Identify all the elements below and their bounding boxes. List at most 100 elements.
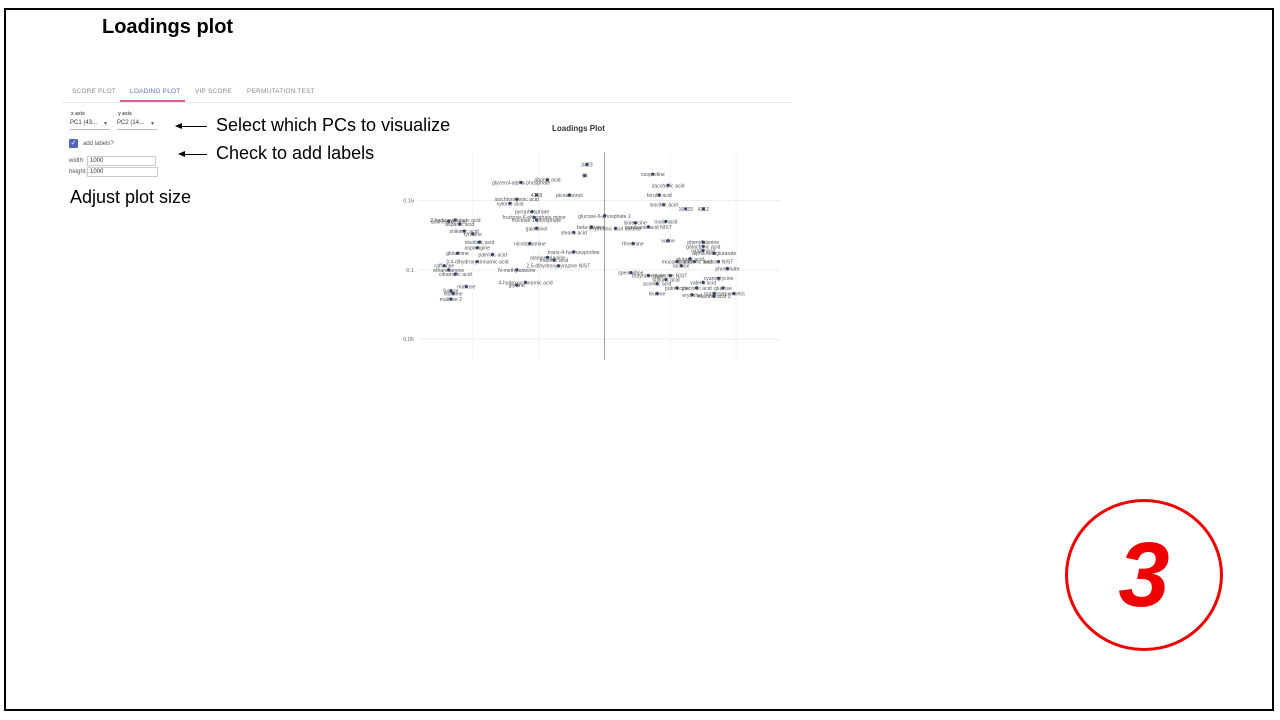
data-point — [471, 232, 475, 236]
point-label: putrescine — [665, 286, 689, 292]
point-label: glutamine — [446, 251, 469, 257]
data-point — [716, 276, 721, 280]
point-label: 4-hydroxycinnamic acid — [498, 280, 552, 286]
point-label: piceatannol — [556, 193, 583, 199]
data-point — [655, 282, 659, 286]
data-point — [664, 277, 668, 282]
data-point — [695, 286, 699, 290]
tab-vip-score[interactable]: VIP SCORE — [195, 88, 233, 95]
tab-permutation-test[interactable]: PERMUTATION TEST — [247, 88, 315, 95]
point-label: quercetin — [723, 291, 744, 297]
height-label: height: — [69, 169, 88, 175]
data-point — [631, 241, 635, 246]
annotation-select-pcs: Select which PCs to visualize — [216, 115, 451, 135]
slide-frame — [4, 8, 1274, 711]
point-label: muconic acid — [662, 260, 692, 266]
x-axis-select[interactable]: PC1 (43... ▼ — [70, 120, 110, 130]
data-point — [519, 180, 523, 185]
point-label: cyanoglycine — [704, 276, 734, 282]
point-label: oxalic acid — [691, 248, 715, 254]
data-point — [646, 273, 650, 278]
point-label: glycerate NIST — [653, 273, 688, 279]
data-point — [712, 291, 716, 296]
step-number: 3 — [1118, 524, 1170, 626]
point-label: glucose — [714, 286, 732, 292]
point-label: maltose 2 — [440, 297, 463, 303]
step-badge: 3 — [1065, 499, 1223, 651]
point-label: butyraldehyde — [632, 273, 665, 279]
x-axis-label: x axis — [71, 111, 85, 117]
point-label: spermidine — [618, 271, 643, 277]
width-input[interactable]: 1000 — [87, 156, 156, 166]
data-point — [449, 289, 453, 293]
point-label: shikimic acid — [449, 229, 479, 235]
data-point — [477, 240, 482, 244]
point-label: aconitic acid — [643, 282, 672, 288]
point-label: pyrophosphate — [515, 210, 549, 216]
point-label: isoleucine — [624, 221, 647, 227]
point-label: 3,4-dihydroxycinnamic acid — [446, 260, 509, 266]
data-point — [732, 291, 736, 296]
point-label: phosphate — [715, 266, 739, 272]
data-point — [721, 286, 725, 290]
point-label: gluconic acid — [682, 286, 712, 292]
point-label: phenylalanine — [687, 240, 719, 246]
width-label: width: — [69, 158, 85, 164]
data-point — [475, 246, 479, 250]
point-label: 2-hydroxyglutaric acid — [430, 218, 481, 224]
tab-score-plot[interactable]: SCORE PLOT — [72, 88, 116, 95]
data-point — [464, 284, 468, 289]
point-label: isothreonic acid — [431, 219, 467, 225]
data-point — [572, 230, 576, 235]
annotation-check-labels: Check to add labels — [216, 143, 375, 163]
data-point — [712, 294, 716, 298]
point-label: raffinose — [434, 264, 454, 270]
point-label: leucine — [649, 291, 666, 297]
slide-title: Loadings plot — [102, 16, 234, 38]
point-label: valine — [661, 239, 675, 245]
data-point — [712, 251, 716, 255]
data-point — [589, 225, 593, 229]
point-label: ribonic acid — [534, 178, 560, 184]
point-label: asparagine — [464, 246, 490, 252]
data-point — [534, 226, 539, 230]
point-label: alanine-alanine — [530, 255, 565, 261]
data-point — [666, 183, 670, 187]
y-tick-label: 0.05 — [403, 337, 414, 343]
point-label: tagatose — [704, 291, 724, 297]
data-point — [633, 221, 637, 225]
point-label: fructose-1-phosphate — [512, 218, 561, 224]
data-point — [664, 219, 668, 223]
point-label: malonic acid 2 — [698, 294, 731, 300]
point-label: 3423 — [581, 162, 593, 168]
loadings-chart[interactable]: 0.05 0.1 0.15 3423 56 oxoproline ribonic acid g… — [380, 152, 790, 360]
data-point — [690, 293, 694, 297]
data-point — [692, 259, 697, 264]
data-point — [701, 207, 705, 211]
data-point — [515, 283, 519, 287]
point-label: sulfuric acid — [652, 278, 680, 284]
chevron-down-icon: ▼ — [150, 121, 155, 127]
height-input[interactable]: 1000 — [87, 167, 158, 177]
arrow-left-icon — [175, 122, 182, 129]
point-label: malic acid — [654, 219, 677, 225]
data-point — [462, 229, 466, 233]
data-point — [657, 193, 661, 197]
point-label: saccharic acid — [652, 183, 685, 189]
y-tick-label: 0.15 — [403, 199, 414, 205]
data-point — [688, 257, 692, 261]
y-axis-select[interactable]: PC2 (14... ▼ — [117, 120, 157, 130]
point-label: tyrosine — [464, 232, 482, 238]
tab-bar: SCORE PLOT LOADING PLOT VIP SCORE PERMUT… — [62, 84, 792, 103]
y-axis-select-value: PC2 (14... — [117, 120, 145, 126]
point-label: 2,5-dihydroxypyrazine NIST — [526, 264, 591, 270]
data-point — [583, 173, 587, 178]
data-point — [532, 215, 536, 219]
data-point — [602, 214, 607, 218]
point-label: lactose NIST — [704, 260, 735, 266]
point-label: threonine — [622, 242, 644, 248]
tab-loading-plot[interactable]: LOADING PLOT — [130, 88, 181, 95]
add-labels-checkbox[interactable]: ✓ — [69, 139, 78, 148]
point-label: erythronic acid lactone — [590, 226, 642, 232]
data-point — [646, 225, 650, 229]
